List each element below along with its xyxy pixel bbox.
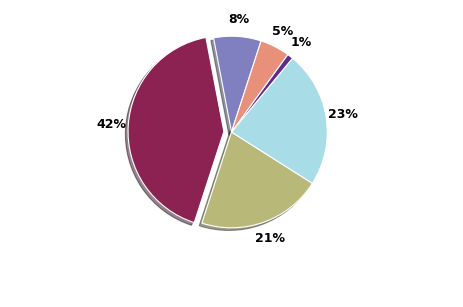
- Wedge shape: [202, 132, 313, 228]
- Wedge shape: [232, 41, 288, 132]
- Wedge shape: [213, 36, 261, 132]
- Wedge shape: [128, 37, 224, 223]
- Wedge shape: [232, 58, 327, 183]
- Text: 42%: 42%: [96, 118, 126, 131]
- Wedge shape: [232, 55, 293, 132]
- Text: 8%: 8%: [228, 13, 249, 26]
- Text: 23%: 23%: [328, 108, 358, 121]
- Text: 21%: 21%: [255, 232, 285, 245]
- Text: 1%: 1%: [290, 36, 312, 49]
- Text: 5%: 5%: [272, 25, 294, 38]
